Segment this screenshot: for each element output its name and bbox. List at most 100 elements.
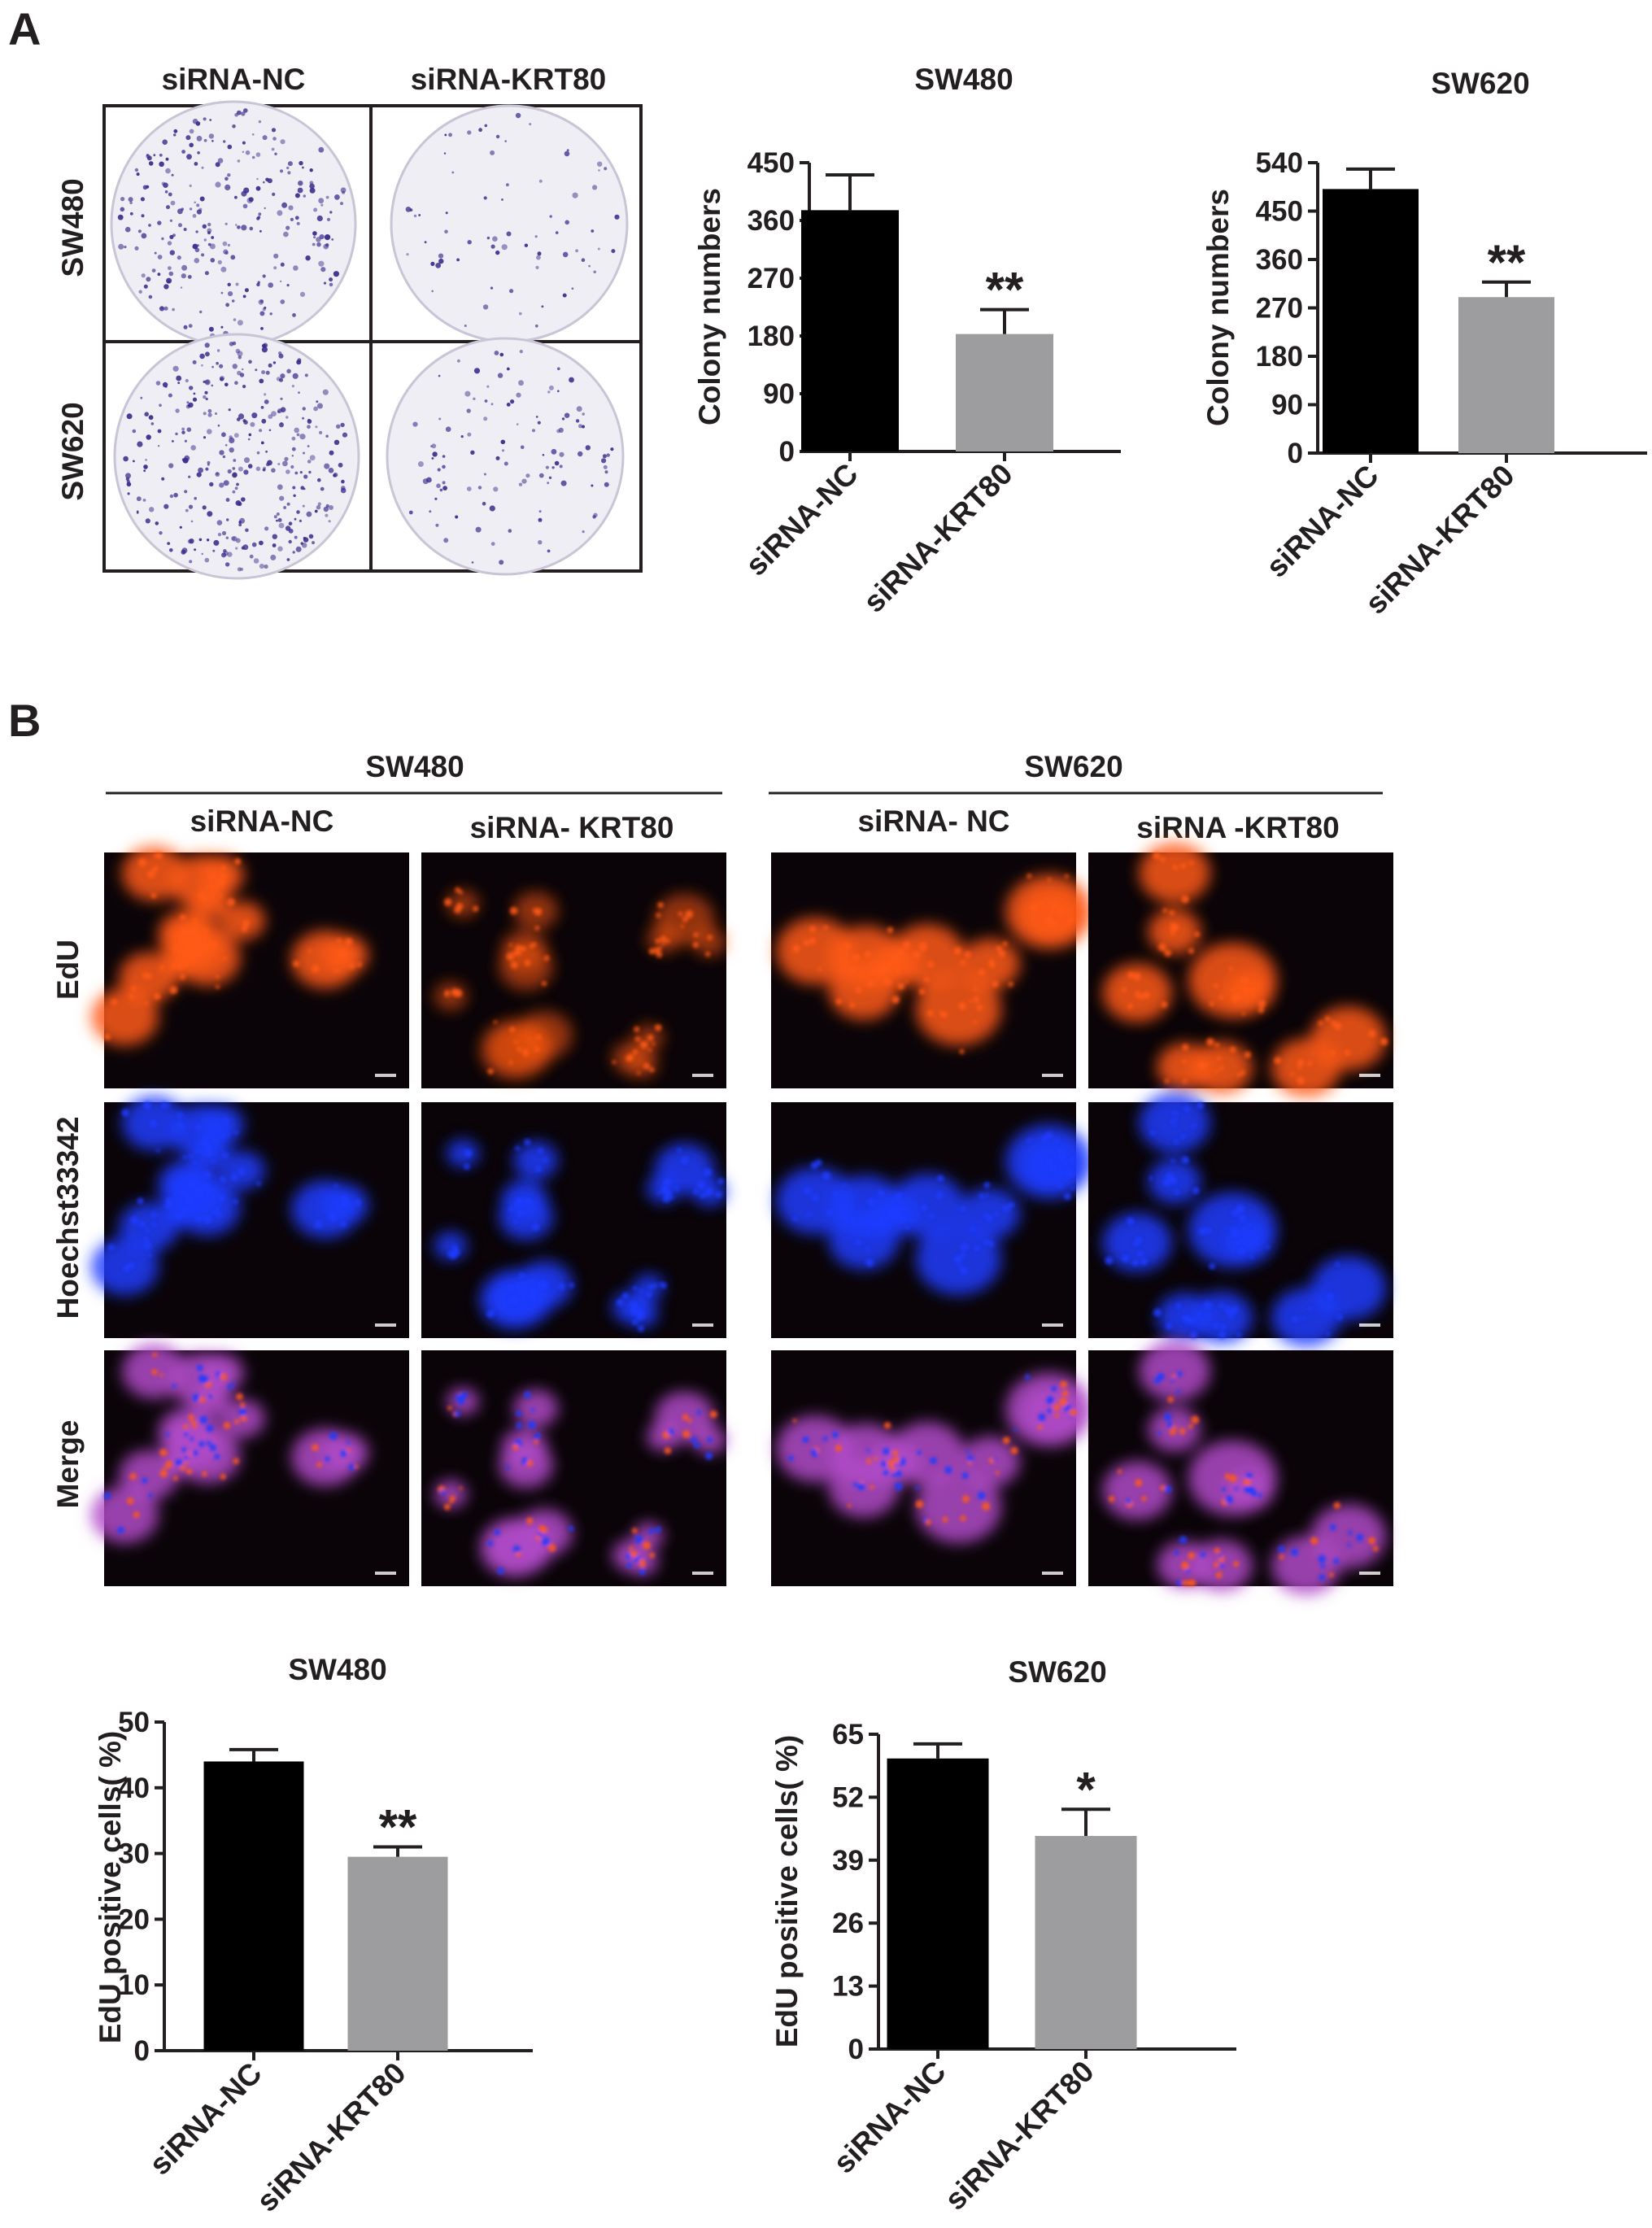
colony-dot [296, 221, 300, 225]
cell-nucleus [704, 1192, 708, 1197]
colony-dot [575, 249, 578, 253]
colony-dot [582, 530, 585, 534]
cell-cluster [1139, 1092, 1210, 1153]
cell-nucleus [1189, 1579, 1197, 1587]
cell-nucleus [1248, 1486, 1255, 1494]
colony-dot [340, 187, 347, 194]
scale-bar [692, 1074, 713, 1077]
colony-dot [177, 382, 181, 385]
colony-dot [561, 417, 565, 421]
y-tick-label: 450 [1256, 196, 1303, 228]
cell-nucleus [505, 1465, 510, 1469]
colony-dot [294, 471, 299, 475]
cell-nucleus [894, 965, 900, 970]
cell-nucleus [1274, 1057, 1282, 1064]
cell-nucleus [970, 1226, 975, 1232]
colony-dot [495, 250, 500, 255]
cell-nucleus [451, 1245, 457, 1250]
cell-nucleus [487, 1541, 494, 1546]
cell-nucleus [1326, 1332, 1331, 1336]
colony-dot [229, 342, 234, 347]
colony-dot [307, 425, 311, 429]
cell-nucleus [1117, 1469, 1122, 1474]
cell-nucleus [103, 1492, 111, 1500]
cell-nucleus [652, 1283, 658, 1288]
cell-nucleus [788, 1455, 794, 1461]
cell-nucleus [451, 1255, 455, 1259]
cell-nucleus [809, 937, 817, 945]
cell-nucleus [872, 1222, 878, 1228]
cell-nucleus [444, 898, 452, 906]
cell-nucleus [203, 1134, 207, 1139]
colony-dot [273, 253, 279, 259]
scale-bar [1359, 1572, 1380, 1575]
colony-dot [198, 538, 203, 542]
colony-dot [270, 554, 277, 560]
cell-nucleus [636, 1312, 645, 1320]
colony-dot [295, 546, 302, 552]
colony-dot [262, 135, 268, 141]
cell-nucleus [1127, 1217, 1135, 1225]
cell-nucleus [940, 1011, 948, 1018]
plate-dish [386, 337, 625, 576]
colony-dot [520, 445, 525, 450]
colony-dot [313, 207, 318, 212]
cell-nucleus [883, 978, 891, 986]
cell-nucleus [927, 961, 935, 968]
cell-nucleus [1192, 1187, 1200, 1194]
cell-nucleus [715, 1191, 722, 1198]
cell-nucleus [960, 1253, 966, 1259]
colony-dot [188, 402, 194, 408]
cell-nucleus [987, 1215, 993, 1222]
cell-nucleus [530, 1407, 534, 1412]
colony-dot [482, 501, 486, 506]
colony-dot [207, 460, 211, 464]
cell-nucleus [192, 918, 197, 922]
scale-bar [375, 1572, 396, 1575]
colony-dot [331, 238, 334, 241]
cell-nucleus [200, 1139, 208, 1147]
cell-nucleus [198, 1397, 206, 1403]
cell-nucleus [960, 1206, 965, 1212]
colony-dot [313, 236, 316, 239]
cell-nucleus [196, 936, 201, 941]
colony-dot [307, 460, 312, 464]
colony-dot [277, 408, 282, 413]
colony-dot [271, 147, 275, 151]
colony-dot [207, 412, 212, 417]
colony-dot [259, 540, 264, 546]
cell-nucleus [534, 1432, 541, 1440]
colony-dot [250, 421, 255, 427]
colony-dot [503, 461, 508, 466]
cell-nucleus [983, 1182, 991, 1188]
colony-dot [217, 532, 222, 537]
y-tick-label: 540 [1256, 147, 1303, 179]
colony-dot [143, 464, 148, 469]
colony-dot [173, 492, 178, 498]
cell-nucleus [709, 1410, 717, 1419]
cell-nucleus [177, 963, 181, 968]
fluor-row-label-merge: Merge [51, 1420, 85, 1509]
cell-nucleus [151, 1222, 157, 1227]
colony-dot [225, 303, 229, 307]
cell-nucleus [1038, 1413, 1046, 1421]
cell-nucleus [884, 1422, 891, 1429]
colony-dot [301, 543, 307, 548]
cell-nucleus [655, 1024, 662, 1031]
colony-dot [233, 318, 237, 321]
cell-nucleus [923, 976, 930, 983]
colony-dot [604, 167, 608, 171]
cell-nucleus [842, 1183, 847, 1187]
colony-dot [340, 202, 343, 206]
cell-nucleus [153, 992, 161, 1000]
colony-dot [231, 299, 235, 303]
colony-dot [329, 450, 334, 456]
colony-dot [445, 426, 451, 432]
cell-nucleus [521, 1457, 529, 1465]
colony-dot [209, 243, 216, 250]
plate-dish [110, 100, 357, 347]
colony-dot [169, 234, 174, 239]
chart-title: SW620 [1431, 67, 1529, 100]
cell-nucleus [233, 1458, 239, 1464]
cell-nucleus [648, 1284, 653, 1290]
